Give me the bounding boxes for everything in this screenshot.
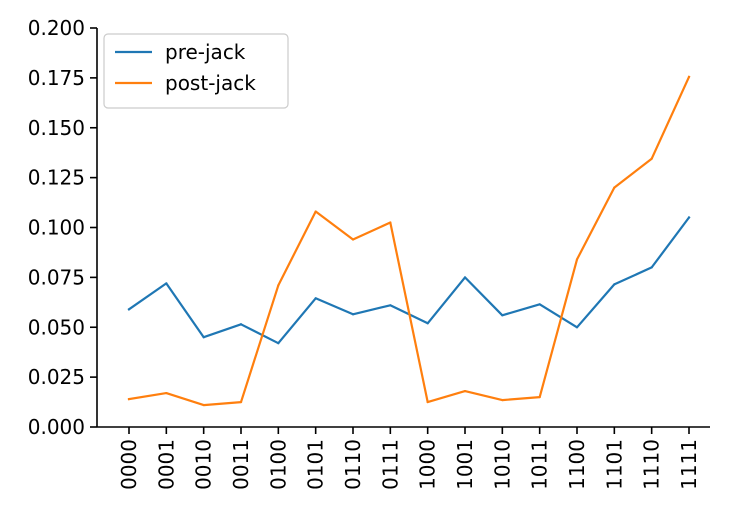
data-point-pre-jack (575, 326, 579, 329)
x-axis-ticks: 0000 0001 0010 0011 0100 0101 0110 0111 1000 1001… (117, 427, 701, 490)
legend-label-post-jack: post-jack (165, 71, 256, 95)
x-tick-label: 0101 (304, 439, 328, 490)
y-tick-label: 0.175 (28, 66, 85, 90)
data-point-pre-jack (426, 322, 429, 325)
x-tick-label: 1110 (640, 439, 664, 490)
data-point-pre-jack (650, 266, 653, 269)
y-tick-label: 0.025 (28, 365, 85, 389)
data-point-pre-jack (165, 282, 168, 285)
y-tick-label: 0.050 (28, 315, 85, 339)
series-line-pre-jack (127, 215, 691, 345)
data-point-pre-jack (538, 303, 541, 306)
data-point-post-jack (538, 395, 541, 399)
x-tick-label: 1001 (453, 439, 477, 490)
data-point-post-jack (650, 157, 653, 160)
data-point-post-jack (426, 400, 429, 404)
y-tick-label: 0.150 (28, 116, 85, 140)
x-tick-label: 1111 (677, 439, 701, 490)
y-tick-label: 0.100 (28, 216, 85, 240)
data-point-post-jack (127, 397, 131, 401)
y-tick-label: 0.075 (28, 265, 85, 289)
data-point-pre-jack (389, 304, 392, 307)
data-point-post-jack (687, 75, 691, 78)
x-tick-label: 0111 (378, 439, 402, 490)
x-tick-label: 0011 (229, 439, 253, 490)
y-tick-label: 0.000 (28, 415, 85, 439)
data-point-post-jack (277, 284, 280, 287)
data-point-pre-jack (351, 313, 355, 316)
y-tick-label: 0.200 (28, 16, 85, 40)
x-tick-label: 1100 (565, 439, 589, 490)
data-point-pre-jack (687, 216, 691, 219)
data-point-pre-jack (463, 276, 467, 279)
data-point-post-jack (351, 238, 355, 241)
x-tick-label: 1011 (528, 439, 552, 490)
data-point-post-jack (165, 391, 168, 395)
data-point-post-jack (239, 400, 243, 404)
series-lines (127, 75, 691, 407)
series-line-post-jack (127, 75, 691, 407)
y-tick-label: 0.125 (28, 166, 85, 190)
data-point-post-jack (202, 403, 205, 407)
data-point-post-jack (613, 186, 616, 189)
legend: pre-jack post-jack (103, 33, 289, 109)
x-tick-label: 1000 (416, 439, 440, 490)
x-tick-label: 0000 (117, 439, 141, 490)
x-tick-label: 1101 (602, 439, 626, 490)
data-point-pre-jack (314, 297, 317, 300)
x-tick-label: 0100 (266, 439, 290, 490)
x-tick-label: 0010 (192, 439, 216, 490)
x-tick-label: 0001 (154, 439, 178, 490)
data-point-post-jack (389, 221, 392, 224)
data-point-post-jack (575, 258, 579, 261)
x-tick-label: 0110 (341, 439, 365, 490)
data-point-pre-jack (127, 308, 131, 311)
legend-label-pre-jack: pre-jack (165, 40, 246, 64)
data-point-pre-jack (239, 323, 243, 326)
y-axis-ticks: 0.000 0.025 0.050 0.075 0.100 0.125 0.150 0.175… (28, 16, 97, 439)
data-point-pre-jack (613, 283, 616, 286)
data-point-post-jack (463, 389, 467, 393)
data-point-pre-jack (202, 336, 205, 339)
x-tick-label: 1010 (490, 439, 514, 490)
data-point-pre-jack (277, 342, 280, 345)
data-point-pre-jack (501, 314, 504, 317)
data-point-post-jack (501, 398, 504, 402)
data-point-post-jack (314, 210, 317, 213)
